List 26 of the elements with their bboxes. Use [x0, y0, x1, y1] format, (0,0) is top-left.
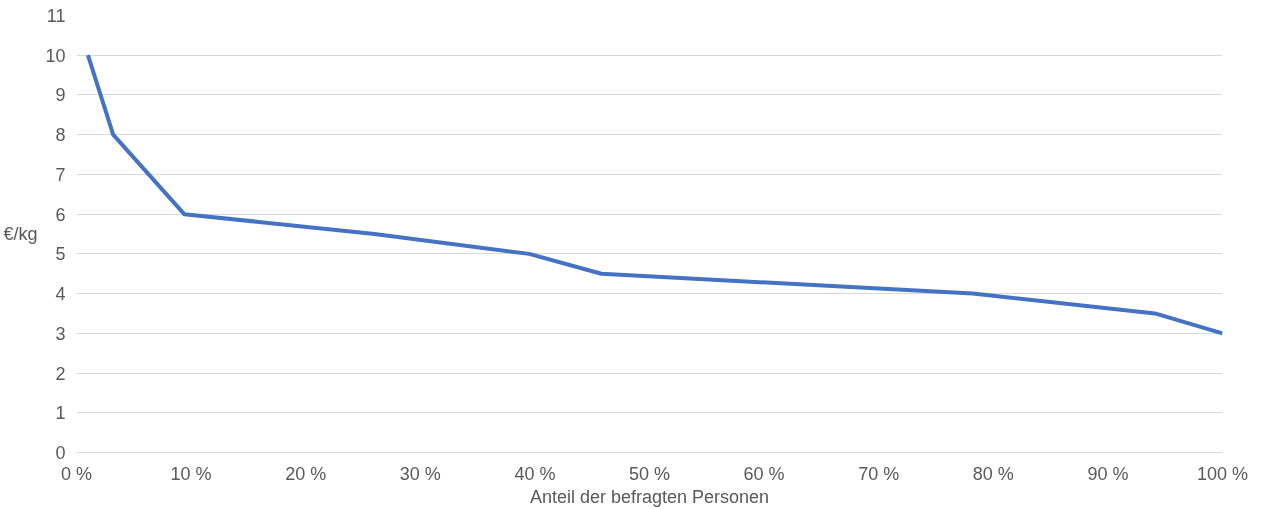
y-tick-label: 5 [55, 244, 66, 265]
line-series [85, 53, 1223, 336]
y-tick-label: 10 [45, 45, 66, 66]
y-tick-label: 7 [55, 164, 66, 185]
x-tick-label: 10 % [170, 463, 212, 484]
x-tick-label: 40 % [514, 463, 556, 484]
y-tick-label: 2 [55, 363, 66, 384]
y-tick-label: 8 [55, 125, 66, 146]
y-tick-label: 9 [55, 85, 66, 106]
x-tick-label: 30 % [399, 463, 441, 484]
x-tick-label: 0 % [60, 463, 93, 484]
x-tick-label: 60 % [743, 463, 785, 484]
y-tick-label: 1 [55, 403, 66, 424]
x-tick-label: 20 % [285, 463, 327, 484]
x-tick-label: 50 % [628, 463, 671, 484]
y-tick-label: 3 [55, 323, 66, 344]
y-tick-label: 4 [55, 284, 66, 305]
x-tick-label: 80 % [972, 463, 1014, 484]
y-tick-label: 11 [46, 6, 66, 26]
y-tick-label: 6 [55, 204, 66, 225]
x-tick-label: 90 % [1087, 463, 1129, 484]
y-tick-label: 0 [55, 443, 66, 463]
x-tick-label: 70 % [858, 463, 900, 484]
x-tick-label: 100 % [1196, 463, 1249, 484]
y-axis-title: €/kg [3, 224, 38, 244]
x-axis-title: Anteil der befragten Personen [529, 486, 770, 507]
